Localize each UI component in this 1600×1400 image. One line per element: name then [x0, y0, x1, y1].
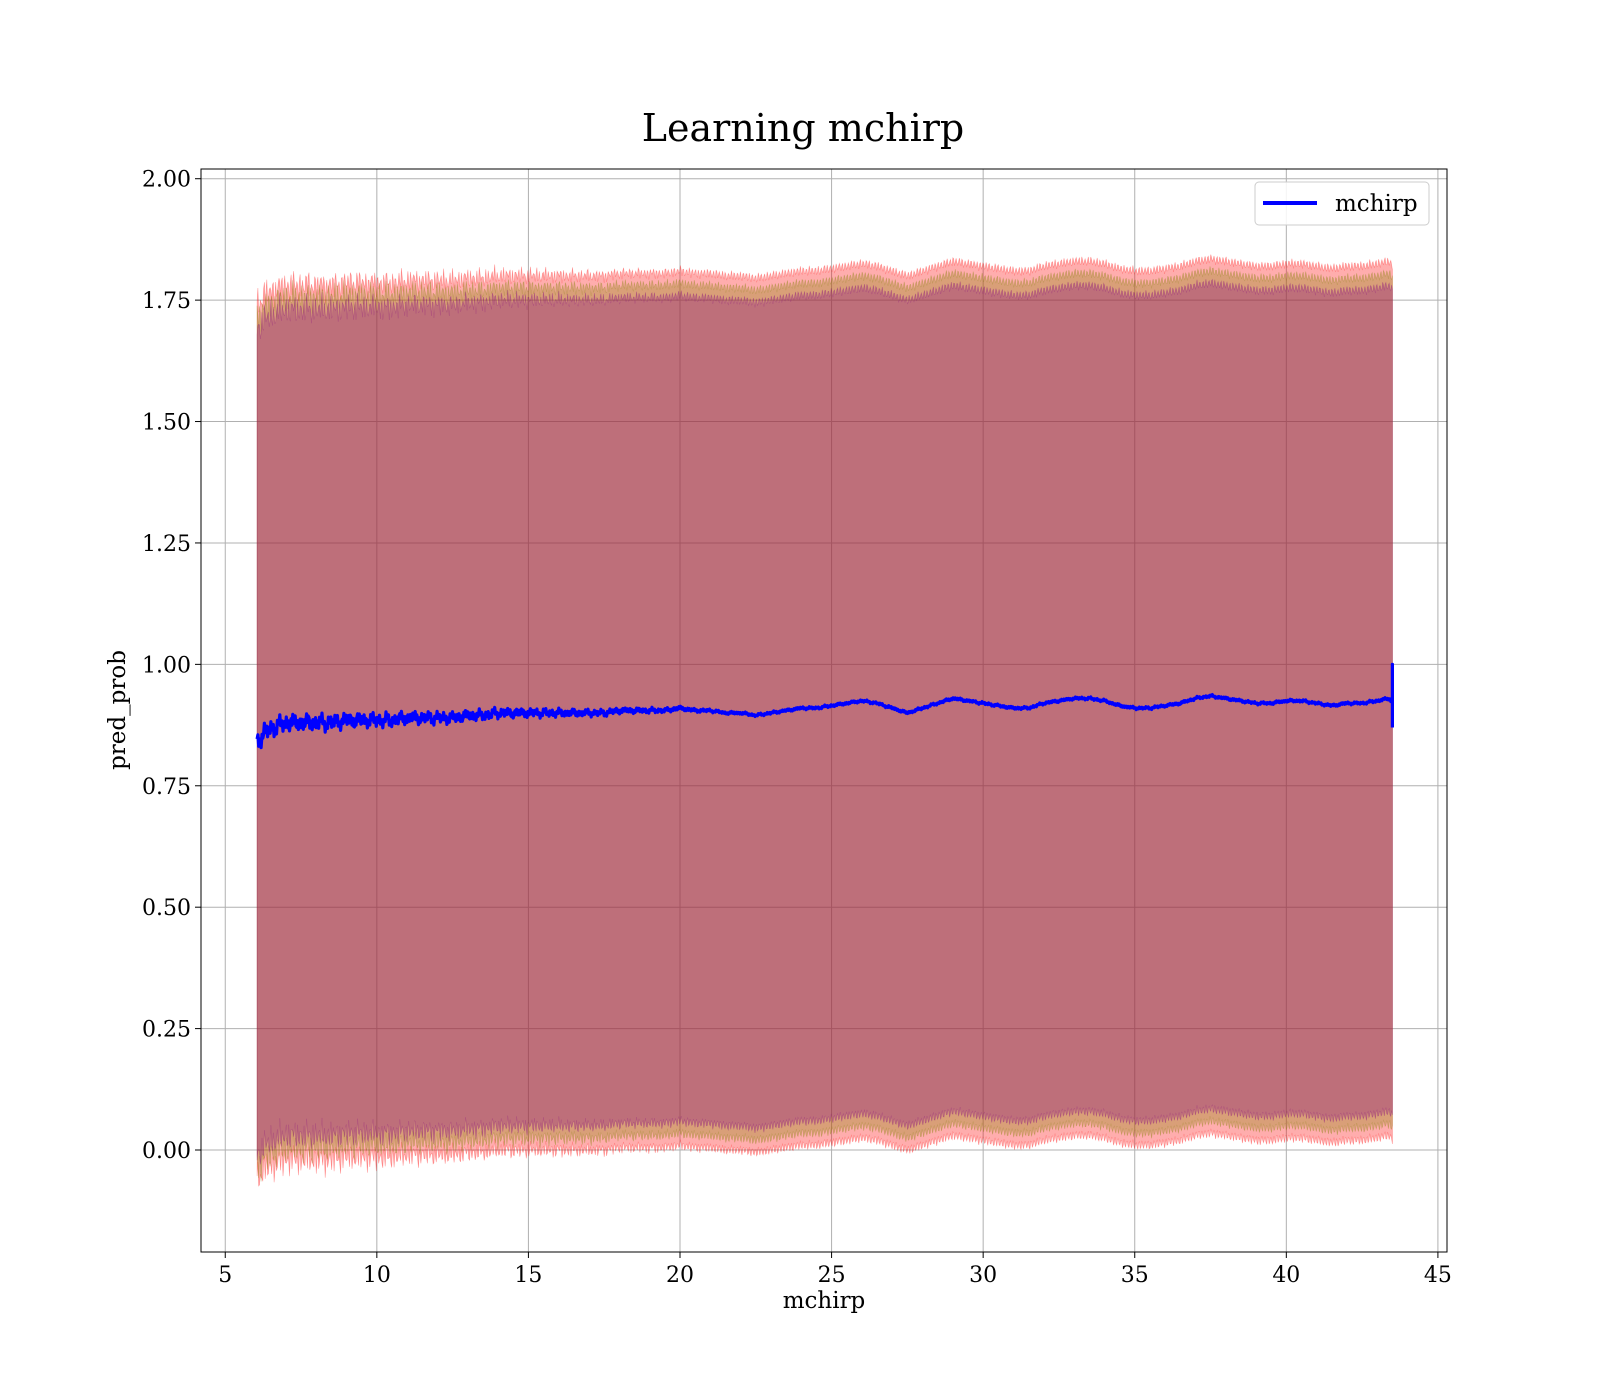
- series-line-mchirp: [255, 662, 1394, 750]
- x-tick-label: 20: [666, 1263, 694, 1288]
- y-axis-ticks: 0.00 0.25 0.50 0.75 1.00 1.25 1.50 1.75 2.00: [142, 168, 201, 1164]
- band-1: [256, 266, 1393, 1182]
- x-axis-label: mchirp: [783, 1288, 866, 1314]
- legend-label: mchirp: [1335, 191, 1418, 217]
- y-tick-label: 0.25: [142, 1018, 191, 1043]
- x-tick-label: 35: [1121, 1263, 1149, 1288]
- y-tick-label: 0.75: [142, 775, 191, 800]
- plot-frame: [200, 168, 1448, 1253]
- y-tick-label: 1.50: [142, 411, 191, 436]
- confidence-bands: [256, 254, 1393, 1187]
- x-tick-label: 45: [1424, 1263, 1452, 1288]
- y-tick-label: 2.00: [142, 168, 191, 193]
- y-tick-label: 0.50: [142, 896, 191, 921]
- y-tick-label: 0.00: [142, 1139, 191, 1164]
- x-tick-label: 25: [818, 1263, 846, 1288]
- y-tick-label: 1.75: [142, 289, 191, 314]
- legend-box: [1254, 181, 1430, 226]
- band-0: [256, 254, 1393, 1187]
- chart-title: Learning mchirp: [642, 106, 964, 150]
- x-tick-label: 5: [218, 1263, 232, 1288]
- y-axis-label: pred_prob: [105, 650, 131, 770]
- grid: [201, 169, 1447, 1252]
- x-axis-ticks: 5 10 15 20 25 30 35 40 45: [218, 1252, 1452, 1288]
- legend: mchirp: [1254, 181, 1430, 226]
- x-tick-label: 40: [1272, 1263, 1300, 1288]
- x-tick-label: 10: [363, 1263, 391, 1288]
- x-tick-label: 15: [514, 1263, 542, 1288]
- x-tick-label: 30: [969, 1263, 997, 1288]
- y-tick-label: 1.00: [142, 653, 191, 678]
- y-tick-label: 1.25: [142, 532, 191, 557]
- band-2: [256, 278, 1393, 1165]
- series-lines: [255, 662, 1394, 750]
